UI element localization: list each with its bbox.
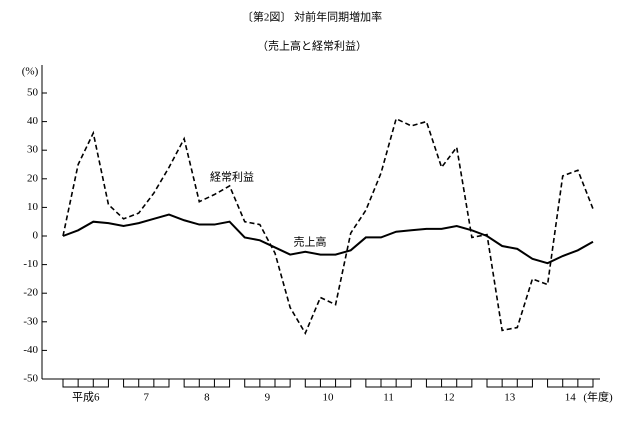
x-group-label: 13 bbox=[504, 392, 516, 404]
y-tick-label: 10 bbox=[27, 201, 39, 213]
year-bracket bbox=[244, 379, 291, 388]
series-label: 売上高 bbox=[294, 235, 327, 249]
chart-title: 〔第2図〕 対前年同期増加率 bbox=[242, 10, 382, 24]
y-tick-label: -30 bbox=[23, 315, 38, 327]
x-group-label: 14 bbox=[565, 392, 577, 404]
chart-subtitle: （売上高と経常利益） bbox=[257, 39, 367, 53]
x-group-label: 12 bbox=[444, 392, 455, 404]
y-unit-label: (%) bbox=[22, 66, 39, 78]
year-bracket bbox=[183, 379, 231, 388]
y-tick-label: 30 bbox=[27, 144, 39, 156]
y-tick-label: 40 bbox=[27, 115, 39, 127]
x-group-label: 11 bbox=[383, 392, 394, 404]
y-tick-label: -10 bbox=[23, 258, 38, 270]
y-tick-label: 50 bbox=[27, 87, 39, 99]
year-bracket bbox=[365, 379, 412, 388]
series-line bbox=[62, 213, 594, 265]
x-unit-label: (年度) bbox=[583, 390, 613, 404]
y-tick-label: -50 bbox=[23, 373, 38, 385]
year-bracket bbox=[425, 379, 473, 388]
year-bracket bbox=[547, 379, 594, 388]
y-tick-label: -20 bbox=[23, 287, 38, 299]
x-group-label: 平成6 bbox=[72, 391, 100, 404]
year-bracket bbox=[62, 379, 109, 388]
year-bracket bbox=[486, 379, 533, 388]
x-group-label: 9 bbox=[265, 392, 271, 404]
year-bracket bbox=[123, 379, 170, 388]
series-line bbox=[62, 117, 594, 336]
y-tick-label: 0 bbox=[33, 230, 39, 242]
x-group-label: 7 bbox=[144, 392, 150, 404]
series-label: 経常利益 bbox=[210, 170, 254, 184]
y-tick-label: -40 bbox=[23, 344, 38, 356]
x-group-label: 8 bbox=[204, 392, 210, 404]
year-bracket bbox=[304, 379, 352, 388]
y-tick-label: 20 bbox=[27, 172, 39, 184]
x-group-label: 10 bbox=[323, 392, 335, 404]
